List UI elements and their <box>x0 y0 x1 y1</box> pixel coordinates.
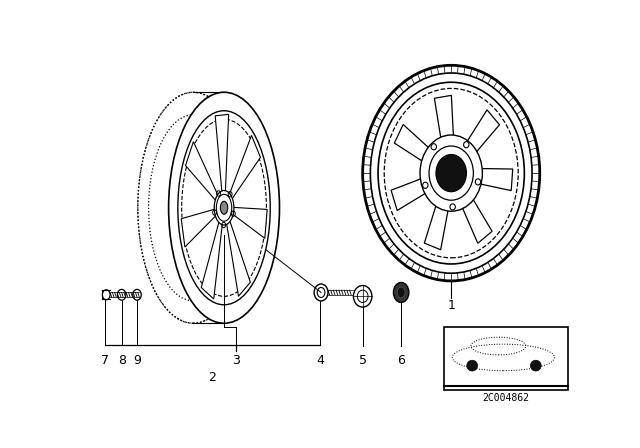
Ellipse shape <box>353 285 372 307</box>
Ellipse shape <box>363 65 540 281</box>
Text: 4: 4 <box>316 354 324 367</box>
Text: 9: 9 <box>133 354 141 367</box>
Ellipse shape <box>182 119 266 296</box>
Polygon shape <box>202 216 223 299</box>
Text: 5: 5 <box>358 354 367 367</box>
Text: 2: 2 <box>209 370 216 383</box>
Circle shape <box>467 360 477 371</box>
Ellipse shape <box>178 111 270 305</box>
Ellipse shape <box>394 282 409 302</box>
Ellipse shape <box>168 92 280 323</box>
Text: 2C004862: 2C004862 <box>483 393 529 403</box>
Polygon shape <box>215 114 228 198</box>
Polygon shape <box>481 168 513 190</box>
Circle shape <box>531 360 541 371</box>
Polygon shape <box>181 208 219 247</box>
Polygon shape <box>226 216 250 296</box>
Polygon shape <box>186 142 220 203</box>
Text: 3: 3 <box>232 354 239 367</box>
Ellipse shape <box>216 194 232 221</box>
Ellipse shape <box>371 73 532 273</box>
Ellipse shape <box>397 287 405 298</box>
Polygon shape <box>463 199 492 243</box>
Bar <box>444 327 568 390</box>
Polygon shape <box>467 110 499 152</box>
Polygon shape <box>228 135 260 202</box>
Polygon shape <box>435 95 453 138</box>
Polygon shape <box>391 179 426 211</box>
Ellipse shape <box>378 82 524 264</box>
Text: 7: 7 <box>100 354 109 367</box>
Ellipse shape <box>220 201 228 214</box>
Ellipse shape <box>429 146 474 200</box>
Ellipse shape <box>214 190 234 225</box>
Text: 6: 6 <box>397 354 405 367</box>
Ellipse shape <box>384 88 518 258</box>
Polygon shape <box>230 207 267 238</box>
Polygon shape <box>394 125 429 161</box>
Text: 8: 8 <box>118 354 125 367</box>
Text: 1: 1 <box>447 299 455 312</box>
Ellipse shape <box>436 155 467 192</box>
Ellipse shape <box>420 135 483 211</box>
Polygon shape <box>424 206 448 250</box>
